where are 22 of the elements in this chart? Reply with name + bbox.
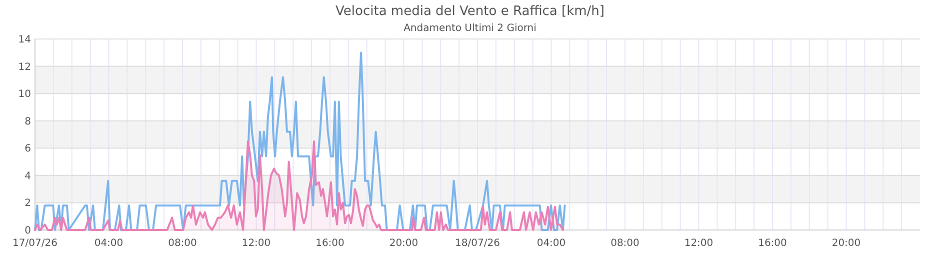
y-tick-label: 10	[18, 89, 31, 100]
chart-title: Velocita media del Vento e Raffica [km/h]	[336, 4, 604, 19]
y-tick-label: 14	[18, 34, 31, 46]
y-tick-label: 6	[24, 144, 31, 155]
y-tick-label: 4	[24, 170, 31, 182]
x-tick-label: 20:00	[832, 238, 861, 249]
x-tick-label: 12:00	[242, 238, 271, 249]
x-tick-label: 16:00	[758, 238, 787, 249]
chart-subtitle: Andamento Ultimi 2 Giorni	[404, 23, 536, 34]
x-tick-label: 17/07/26	[12, 238, 58, 249]
x-tick-label: 04:00	[94, 238, 124, 249]
y-tick-label: 2	[24, 198, 31, 210]
y-tick-label: 0	[24, 226, 31, 236]
x-tick-label: 12:00	[684, 238, 714, 249]
x-tick-label: 04:00	[536, 238, 566, 249]
x-tick-label: 18/07/26	[455, 238, 500, 249]
y-tick-label: 8	[24, 116, 31, 128]
x-tick-label: 08:00	[168, 238, 197, 249]
y-tick-label: 12	[18, 62, 31, 73]
x-tick-label: 20:00	[389, 238, 418, 249]
x-tick-label: 08:00	[610, 238, 640, 249]
x-tick-label: 16:00	[316, 238, 344, 249]
